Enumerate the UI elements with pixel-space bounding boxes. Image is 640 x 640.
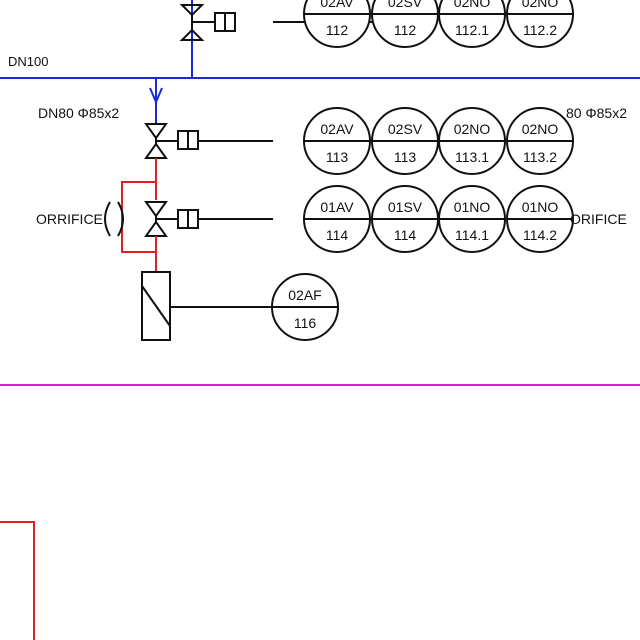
- instrument-bubble: 02AF 116: [271, 273, 339, 341]
- instrument-tag: 02AV: [320, 121, 354, 137]
- orifice-plate-symbol: [104, 201, 124, 237]
- instrument-number: 113: [394, 149, 417, 165]
- instrument-number: 113.2: [523, 149, 557, 165]
- instrument-tag: 01AV: [320, 199, 354, 215]
- instrument-bubble: 02NO 113.2: [506, 107, 574, 175]
- instrument-bubble: 01AV 114: [303, 185, 371, 253]
- instrument-number: 112.2: [523, 22, 557, 38]
- instrument-number: 114.2: [523, 227, 557, 243]
- orifice-label-right: ORIFICE: [570, 211, 627, 227]
- instrument-bubble: 02SV 113: [371, 107, 439, 175]
- instrument-number: 114.1: [455, 227, 489, 243]
- instrument-tag: 02NO: [522, 121, 559, 137]
- instrument-bubble: 02NO 113.1: [438, 107, 506, 175]
- instrument-tag: 02SV: [388, 121, 423, 137]
- top-solenoid-valve: [179, 4, 236, 41]
- orifice-label-left: ORRIFICE: [36, 211, 103, 227]
- orifice-valve: [144, 201, 199, 237]
- instrument-bubble: 02NO 112.1: [438, 0, 506, 48]
- funnel-symbol: [149, 87, 163, 103]
- red-corner-line: [0, 521, 35, 640]
- instrument-number: 113.1: [455, 149, 489, 165]
- instrument-tag: 02NO: [522, 0, 559, 10]
- red-bypass-loop: [121, 181, 156, 253]
- instrument-bubbles: 02NO 112.2 02NO 112.1 02SV 112 02AV 112 02NO 113.…: [271, 0, 574, 341]
- instrument-tag: 02NO: [454, 0, 491, 10]
- instrument-tag: 01NO: [522, 199, 559, 215]
- instrument-number: 114: [326, 227, 349, 243]
- pipe-size-label-left: DN80 Φ85x2: [38, 105, 119, 121]
- instrument-tag: 01NO: [454, 199, 491, 215]
- instrument-bubble: 01NO 114.1: [438, 185, 506, 253]
- instrument-bubble: 02NO 112.2: [506, 0, 574, 48]
- instrument-bubble: 02AV 113: [303, 107, 371, 175]
- instrument-number: 114: [394, 227, 417, 243]
- branch-solenoid-valve: [144, 123, 199, 159]
- flow-meter: [141, 271, 171, 341]
- instrument-tag: 02AV: [320, 0, 354, 10]
- instrument-tag: 02NO: [454, 121, 491, 137]
- pipe-size-label-right: 80 Φ85x2: [566, 105, 627, 121]
- instrument-tag: 02SV: [388, 0, 423, 10]
- instrument-bubble: 01NO 114.2: [506, 185, 574, 253]
- instrument-bubble: 02SV 112: [371, 0, 439, 48]
- header-size-label: DN100: [8, 54, 48, 69]
- instrument-number: 116: [294, 315, 317, 331]
- instrument-number: 112: [394, 22, 417, 38]
- instrument-tag: 02AF: [288, 287, 321, 303]
- instrument-number: 112.1: [455, 22, 489, 38]
- instrument-number: 113: [326, 149, 349, 165]
- instrument-bubble: 02AV 112: [303, 0, 371, 48]
- instrument-bubble: 01SV 114: [371, 185, 439, 253]
- instrument-number: 112: [326, 22, 349, 38]
- instrument-tag: 01SV: [388, 199, 423, 215]
